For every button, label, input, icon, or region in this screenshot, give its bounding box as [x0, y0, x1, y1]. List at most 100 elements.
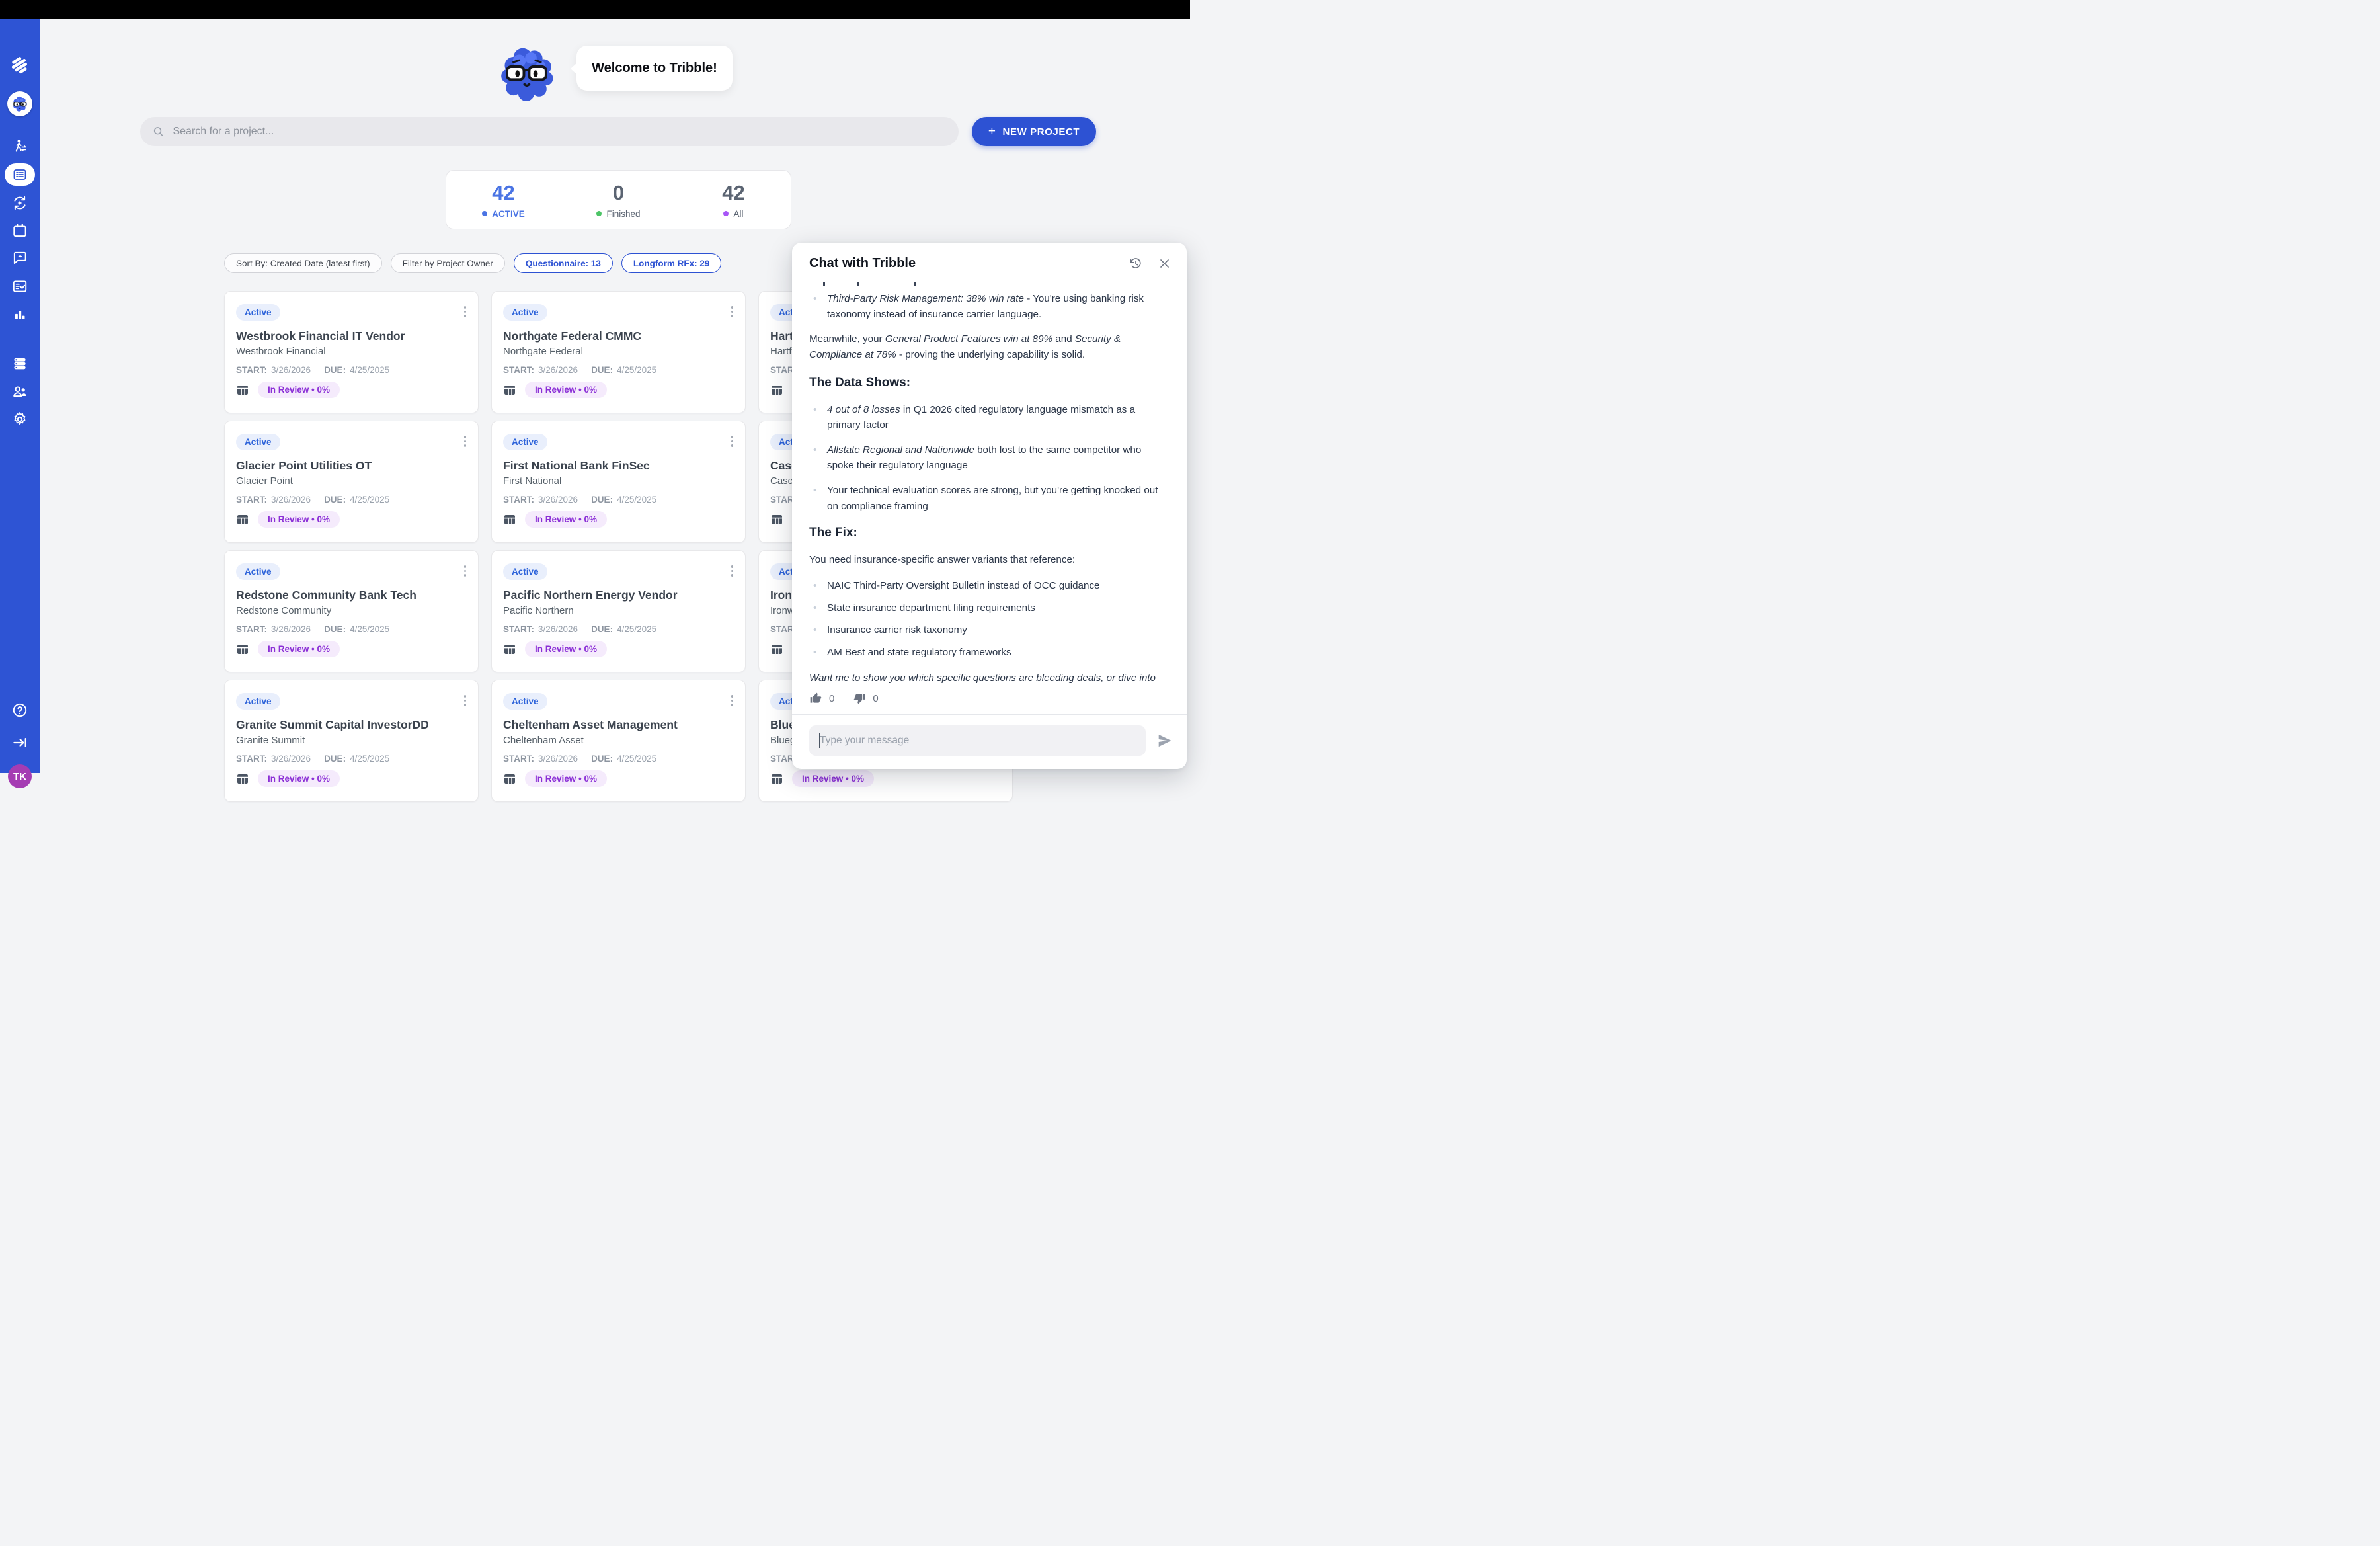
assistant-avatar[interactable]	[0, 91, 40, 116]
project-card[interactable]: Active Granite Summit Capital InvestorDD…	[224, 680, 479, 802]
project-card[interactable]: Active First National Bank FinSec First …	[491, 421, 746, 543]
user-avatar[interactable]: TK	[0, 764, 40, 788]
chat-heading-fix: The Fix:	[809, 526, 857, 540]
thumbs-up-count: 0	[829, 692, 835, 704]
start-label: START:	[503, 365, 534, 375]
project-card[interactable]: Active Pacific Northern Energy Vendor Pa…	[491, 550, 746, 672]
stat-label: ACTIVE	[492, 208, 525, 219]
filter-chip[interactable]: Sort By: Created Date (latest first)	[224, 253, 382, 273]
new-project-button[interactable]: + NEW PROJECT	[972, 117, 1096, 146]
sidebar-item-help[interactable]	[0, 702, 40, 719]
send-button[interactable]	[1156, 732, 1173, 749]
project-title: Westbrook Financial IT Vendor	[236, 329, 405, 343]
sidebar-item-review[interactable]	[0, 278, 40, 295]
due-label: DUE:	[591, 495, 614, 505]
thumbs-down-button[interactable]: 0	[853, 692, 879, 705]
filter-chip-label: Longform RFx: 29	[633, 258, 710, 268]
search-icon	[153, 127, 163, 136]
calendar-icon	[13, 224, 26, 237]
card-menu-icon[interactable]	[729, 692, 736, 709]
start-date: 3/26/2026	[538, 365, 578, 375]
card-menu-icon[interactable]	[461, 563, 469, 579]
filter-chip[interactable]: Filter by Project Owner	[390, 253, 505, 273]
message-input[interactable]	[809, 725, 1146, 756]
status-badge: Active	[236, 434, 280, 450]
start-date: 3/26/2026	[271, 365, 311, 375]
project-title: Casc	[770, 459, 798, 472]
due-label: DUE:	[324, 754, 346, 764]
table-icon	[772, 644, 782, 654]
sidebar-item-knowledge[interactable]	[0, 355, 40, 372]
assistant-avatar-icon	[7, 91, 32, 116]
tribble-logo-icon[interactable]	[0, 54, 40, 77]
search-input[interactable]	[173, 126, 947, 138]
card-menu-icon[interactable]	[461, 433, 469, 450]
project-subtitle: Glacier Point	[236, 475, 293, 487]
chat-panel: Chat with Tribble Third-Party Risk Manag…	[792, 243, 1187, 769]
project-subtitle: Pacific Northern	[503, 605, 574, 616]
chat-fix-bullets: NAIC Third-Party Oversight Bulletin inst…	[809, 578, 1170, 660]
table-icon	[504, 514, 515, 524]
clipped-message-line	[809, 280, 1170, 291]
due-date: 4/25/2025	[350, 624, 390, 634]
sidebar-item-logout[interactable]	[0, 734, 40, 751]
project-title: Redstone Community Bank Tech	[236, 589, 416, 602]
welcome-bubble: Welcome to Tribble!	[571, 46, 733, 91]
progress-badge: In Review • 0%	[525, 770, 608, 787]
chat-fix-intro: You need insurance-specific answer varia…	[809, 553, 1076, 565]
status-badge: Active	[236, 304, 280, 321]
sidebar-item-analytics[interactable]	[0, 306, 40, 323]
filter-chip[interactable]: Longform RFx: 29	[621, 253, 722, 273]
progress-badge: In Review • 0%	[258, 382, 340, 398]
table-icon	[237, 514, 248, 524]
stat-item[interactable]: 0 Finished	[561, 171, 676, 229]
project-card[interactable]: Active Glacier Point Utilities OT Glacie…	[224, 421, 479, 543]
project-card[interactable]: Active Westbrook Financial IT Vendor Wes…	[224, 291, 479, 413]
project-card[interactable]: Active Cheltenham Asset Management Chelt…	[491, 680, 746, 802]
project-dates: START: 3/26/2026 DUE: 4/25/2025	[236, 365, 389, 375]
sidebar-item-settings[interactable]	[0, 411, 40, 428]
project-dates: START: 3/26/2026 DUE: 4/25/2025	[503, 624, 656, 634]
stat-value: 42	[492, 181, 515, 204]
sidebar-item-chat[interactable]	[0, 249, 40, 266]
start-label: START:	[236, 624, 267, 634]
thumbs-up-button[interactable]: 0	[809, 692, 834, 705]
sidebar-item-projects-active[interactable]	[0, 163, 40, 186]
start-label: START:	[236, 754, 267, 764]
sidebar-item-team[interactable]	[0, 383, 40, 400]
project-dates: START: 3/26/2026 DUE: 4/25/2025	[503, 495, 656, 505]
stat-value: 0	[612, 181, 625, 204]
stat-item[interactable]: 42 ACTIVE	[446, 171, 561, 229]
analytics-icon	[15, 311, 25, 320]
project-card[interactable]: Active Redstone Community Bank Tech Reds…	[224, 550, 479, 672]
card-menu-icon[interactable]	[729, 304, 736, 320]
card-menu-icon[interactable]	[461, 692, 469, 709]
project-search[interactable]	[140, 117, 959, 146]
stat-item[interactable]: 42 All	[676, 171, 791, 229]
chat-close-button[interactable]	[1158, 257, 1171, 270]
start-date: 3/26/2026	[271, 495, 311, 505]
table-icon	[237, 385, 248, 395]
project-subtitle: Northgate Federal	[503, 346, 583, 357]
project-subtitle: Casc	[770, 475, 793, 487]
card-menu-icon[interactable]	[729, 433, 736, 450]
tribble-logo-icon	[11, 57, 27, 74]
chat-history-button[interactable]	[1129, 257, 1142, 270]
chat-header: Chat with Tribble	[792, 243, 1187, 275]
sidebar-item-agent-walk[interactable]	[0, 138, 40, 155]
card-menu-icon[interactable]	[461, 304, 469, 320]
chat-heading-data: The Data Shows:	[809, 376, 911, 390]
project-card[interactable]: Active Northgate Federal CMMC Northgate …	[491, 291, 746, 413]
chat-bullet: AM Best and state regulatory frameworks	[809, 645, 1170, 661]
card-menu-icon[interactable]	[729, 563, 736, 579]
thumbs-down-icon	[854, 694, 865, 704]
sidebar-item-calendar[interactable]	[0, 222, 40, 239]
sidebar-item-sync[interactable]	[0, 194, 40, 212]
project-title: First National Bank FinSec	[503, 459, 650, 472]
chat-messages[interactable]: Third-Party Risk Management: 38% win rat…	[792, 275, 1187, 688]
filter-chips: Sort By: Created Date (latest first) Fil…	[224, 253, 722, 273]
message-inputbox[interactable]	[809, 725, 1146, 756]
project-title: Glacier Point Utilities OT	[236, 459, 372, 472]
filter-chip[interactable]: Questionnaire: 13	[513, 253, 613, 273]
sync-sparkle-icon	[14, 196, 26, 210]
